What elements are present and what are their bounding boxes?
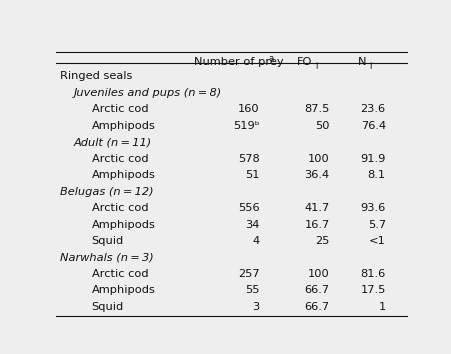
- Text: 8.1: 8.1: [367, 170, 385, 180]
- Text: 100: 100: [307, 154, 329, 164]
- Text: 34: 34: [245, 219, 259, 229]
- Text: 66.7: 66.7: [304, 302, 329, 312]
- Text: 91.9: 91.9: [359, 154, 385, 164]
- Text: 66.7: 66.7: [304, 285, 329, 296]
- Text: Amphipods: Amphipods: [91, 121, 155, 131]
- Text: Amphipods: Amphipods: [91, 170, 155, 180]
- Text: 55: 55: [244, 285, 259, 296]
- Text: Arctic cod: Arctic cod: [91, 203, 148, 213]
- Text: 81.6: 81.6: [360, 269, 385, 279]
- Text: 100: 100: [307, 269, 329, 279]
- Text: i: i: [314, 62, 317, 72]
- Text: Squid: Squid: [91, 302, 124, 312]
- Text: 5.7: 5.7: [367, 219, 385, 229]
- Text: Number of prey: Number of prey: [193, 57, 283, 68]
- Text: Squid: Squid: [91, 236, 124, 246]
- Text: 4: 4: [252, 236, 259, 246]
- Text: 51: 51: [244, 170, 259, 180]
- Text: Belugas (n = 12): Belugas (n = 12): [60, 187, 153, 196]
- Text: Ringed seals: Ringed seals: [60, 71, 132, 81]
- Text: 76.4: 76.4: [360, 121, 385, 131]
- Text: Amphipods: Amphipods: [91, 285, 155, 296]
- Text: <1: <1: [368, 236, 385, 246]
- Text: Amphipods: Amphipods: [91, 219, 155, 229]
- Text: FO: FO: [296, 57, 312, 68]
- Text: 556: 556: [238, 203, 259, 213]
- Text: 17.5: 17.5: [359, 285, 385, 296]
- Text: Arctic cod: Arctic cod: [91, 154, 148, 164]
- Text: 93.6: 93.6: [360, 203, 385, 213]
- Text: 36.4: 36.4: [304, 170, 329, 180]
- Text: 3: 3: [252, 302, 259, 312]
- Text: Arctic cod: Arctic cod: [91, 104, 148, 114]
- Text: 25: 25: [315, 236, 329, 246]
- Text: a: a: [268, 54, 273, 63]
- Text: 16.7: 16.7: [304, 219, 329, 229]
- Text: 519ᵇ: 519ᵇ: [233, 121, 259, 131]
- Text: i: i: [368, 62, 371, 72]
- Text: 41.7: 41.7: [304, 203, 329, 213]
- Text: 578: 578: [237, 154, 259, 164]
- Text: Juveniles and pups (n = 8): Juveniles and pups (n = 8): [74, 87, 222, 98]
- Text: Arctic cod: Arctic cod: [91, 269, 148, 279]
- Text: 50: 50: [314, 121, 329, 131]
- Text: Adult (n = 11): Adult (n = 11): [74, 137, 152, 147]
- Text: 87.5: 87.5: [304, 104, 329, 114]
- Text: 1: 1: [377, 302, 385, 312]
- Text: Narwhals (n = 3): Narwhals (n = 3): [60, 252, 153, 263]
- Text: 257: 257: [238, 269, 259, 279]
- Text: 160: 160: [238, 104, 259, 114]
- Text: 23.6: 23.6: [360, 104, 385, 114]
- Text: N: N: [357, 57, 365, 68]
